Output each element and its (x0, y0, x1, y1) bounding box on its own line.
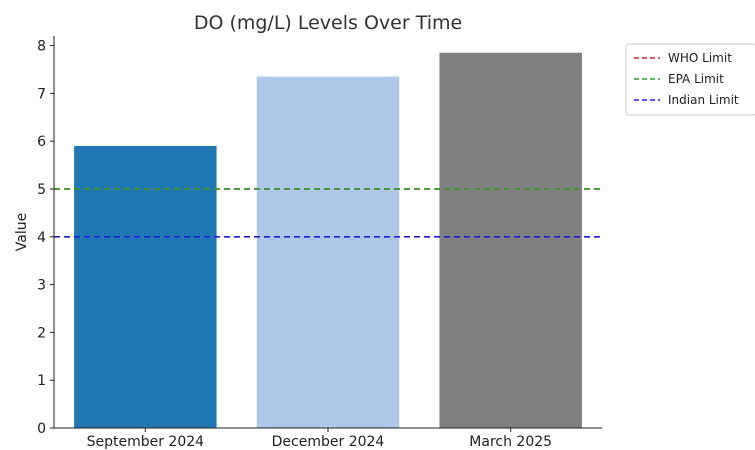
y-tick-label: 3 (37, 278, 46, 294)
y-tick-label: 2 (37, 325, 46, 341)
x-tick-label: December 2024 (272, 434, 385, 450)
y-tick-label: 5 (37, 182, 46, 198)
x-tick-label: March 2025 (469, 434, 552, 450)
bar-1 (74, 145, 217, 428)
reference-lines-layer (54, 188, 602, 238)
y-tick-label: 0 (37, 421, 46, 437)
bar-2 (256, 76, 400, 428)
y-tick-label: 8 (37, 39, 46, 55)
legend-label: WHO Limit (668, 51, 732, 65)
legend-label: Indian Limit (668, 93, 739, 107)
y-tick-label: 4 (37, 230, 46, 246)
x-tick-label: September 2024 (87, 434, 205, 450)
bars-layer (74, 52, 582, 428)
legend-box (625, 43, 755, 116)
y-tick-label: 7 (37, 86, 46, 102)
y-axis-label: Value (14, 213, 30, 251)
axes-layer: 0 1 2 3 4 5 6 7 8 September 2024 December 2024 Marc… (37, 36, 602, 450)
legend: WHO Limit EPA Limit Indian Limit (625, 43, 755, 116)
bar-3 (439, 52, 582, 428)
legend-label: EPA Limit (668, 72, 724, 86)
chart-title: DO (mg/L) Levels Over Time (194, 12, 462, 34)
y-tick-label: 1 (37, 373, 46, 389)
y-tick-label: 6 (37, 134, 46, 150)
